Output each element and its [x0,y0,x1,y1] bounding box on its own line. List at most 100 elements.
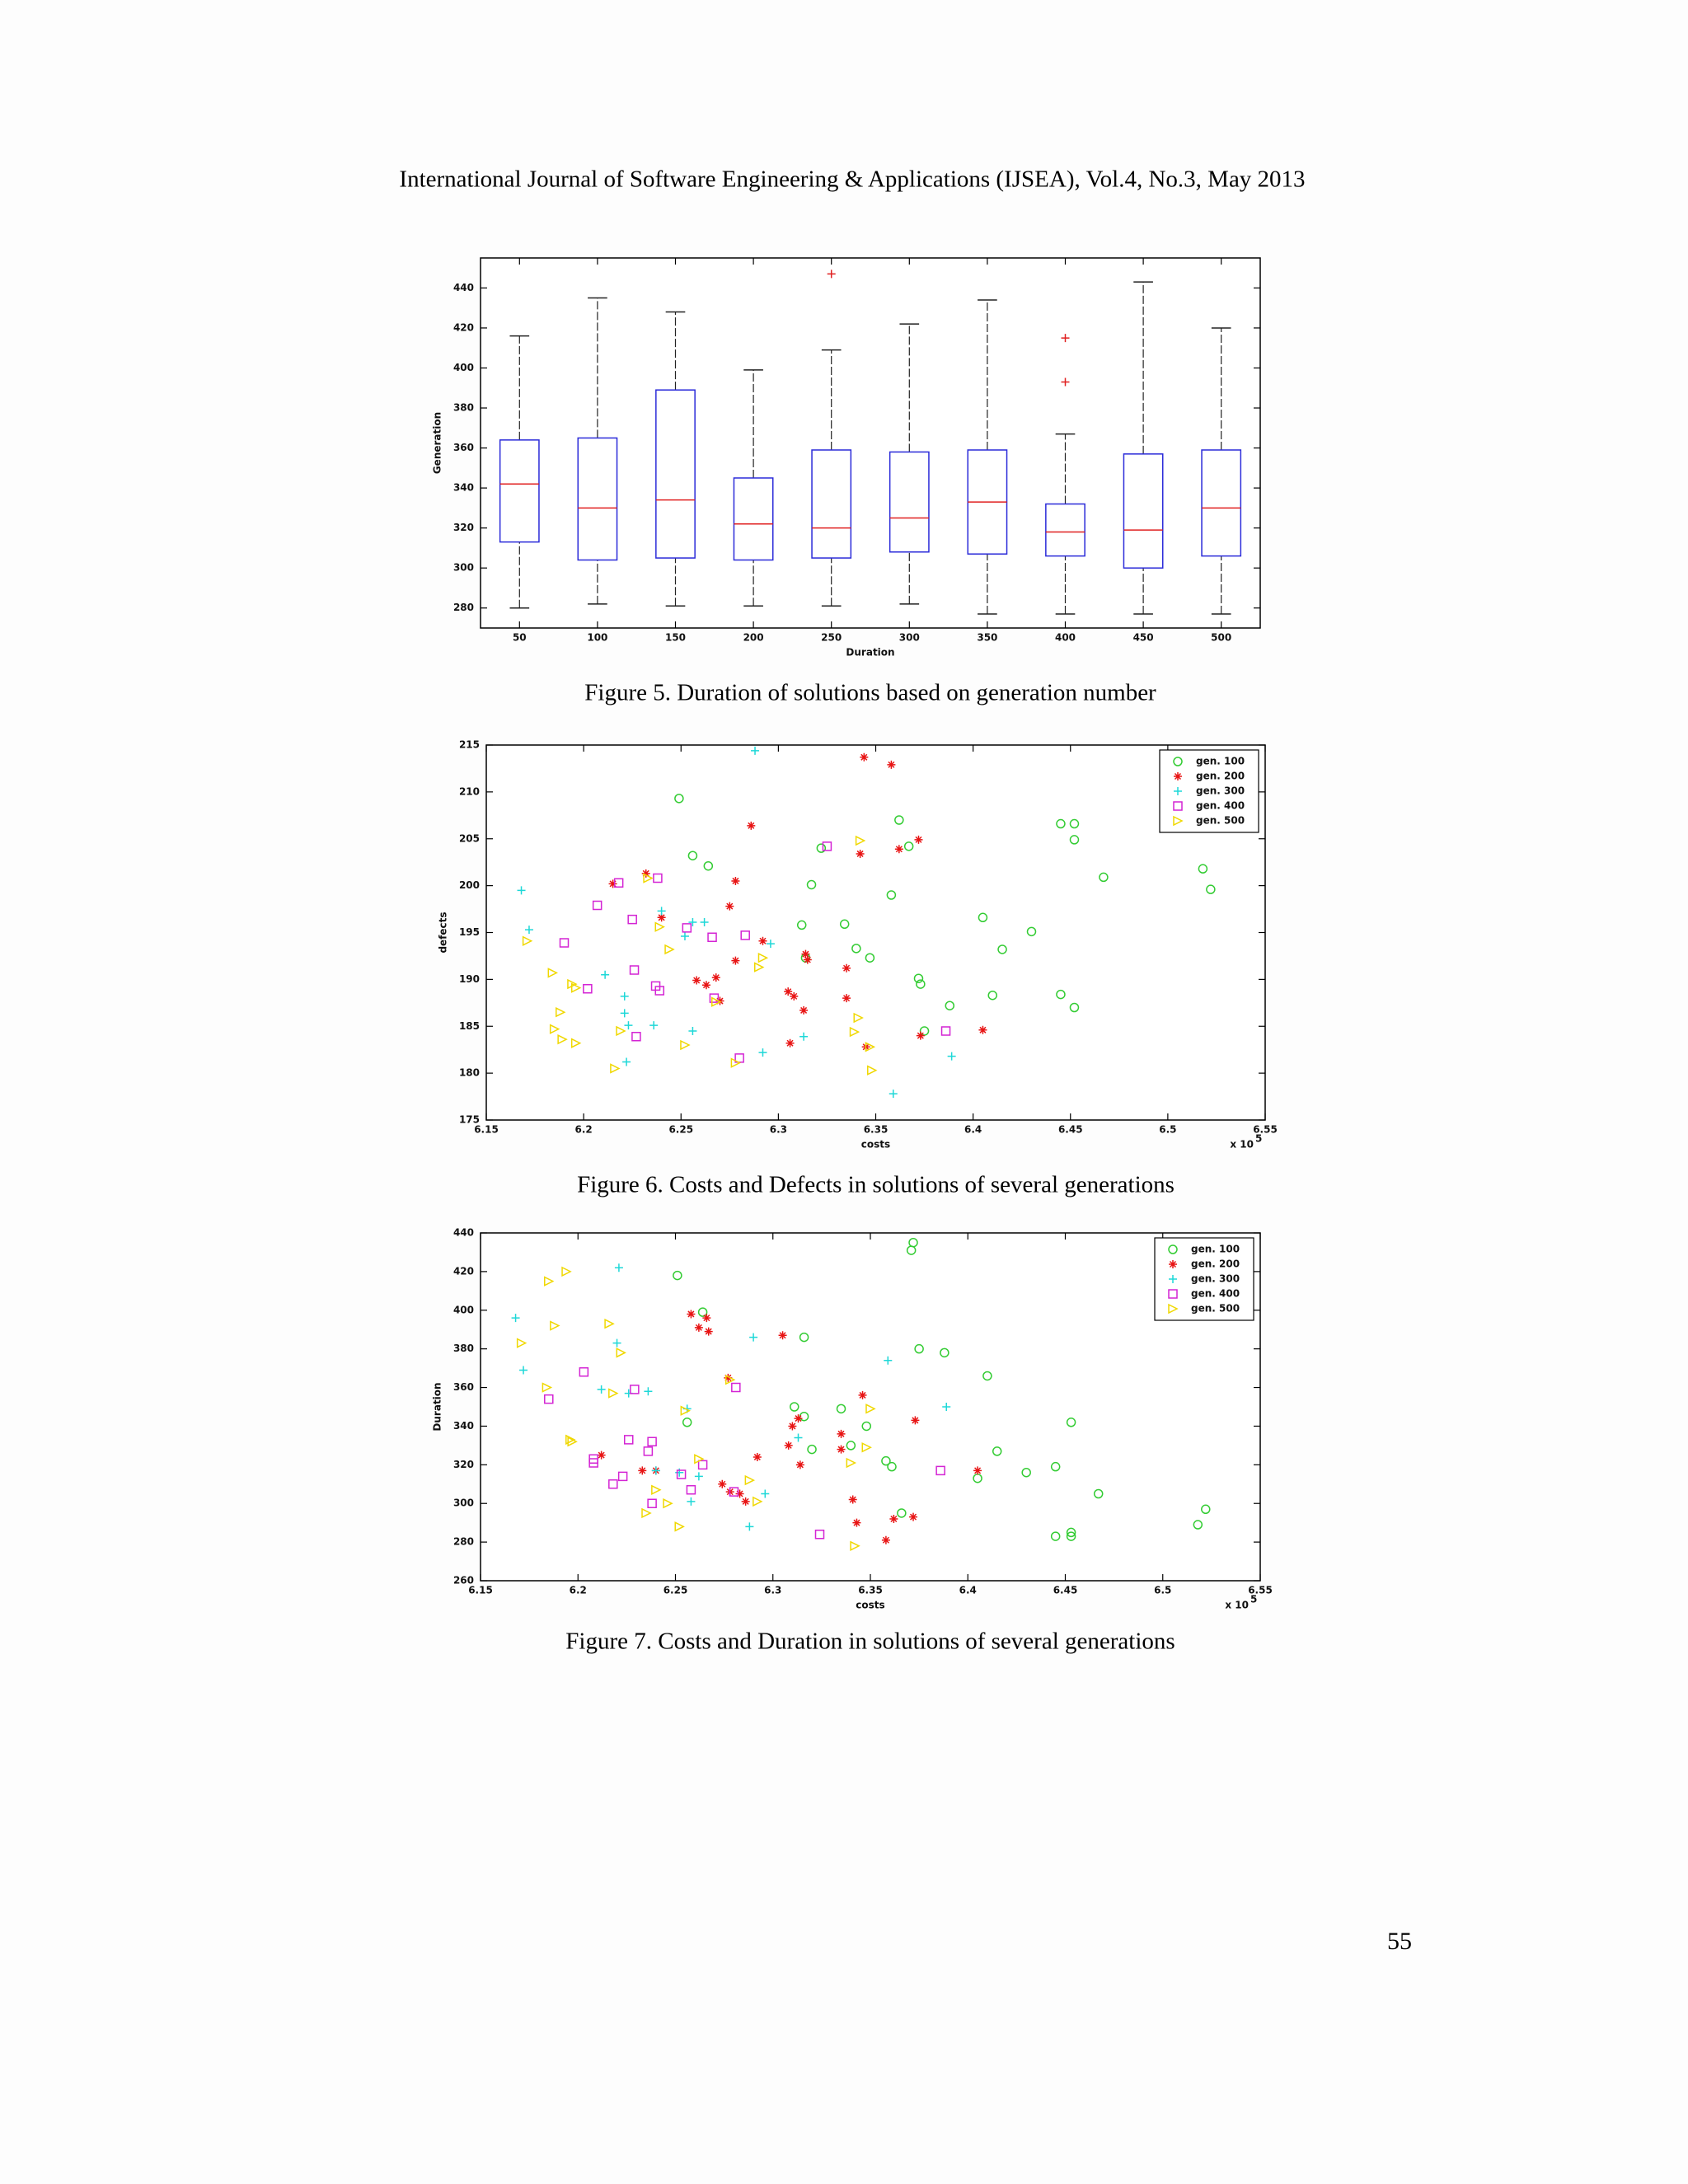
data-point [758,1048,767,1057]
running-header: International Journal of Software Engine… [399,166,1305,193]
legend-label: gen. 200 [1196,771,1245,782]
legend-marker [1168,1289,1178,1299]
data-point [697,1460,708,1470]
data-point [657,913,666,922]
axis-offset-exponent: 5 [1255,1133,1262,1145]
data-point [1026,926,1037,937]
data-point [517,886,526,895]
data-point [561,1266,572,1277]
data-point [524,926,533,935]
box [733,477,774,561]
data-point [682,1418,692,1427]
data-point [848,1495,857,1504]
data-point [676,1469,687,1479]
legend-marker [1173,815,1184,827]
y-axis-label: defects [438,912,449,953]
outlier [827,269,836,279]
data-point [853,1012,864,1024]
y-tick-label: 340 [453,1420,474,1432]
x-tick-label: 6.35 [858,1585,883,1596]
data-point [687,851,698,860]
data-point [643,873,654,883]
data-point [544,1394,554,1404]
data-point [627,914,637,925]
box [499,439,540,543]
data-point [911,1416,920,1425]
x-tick-label: 6.2 [570,1585,587,1596]
data-point [583,984,593,994]
data-point [749,1333,758,1342]
y-tick-label: 280 [453,1536,474,1548]
data-point [807,1444,817,1455]
data-point [688,1026,697,1035]
data-point [674,1521,685,1532]
data-point [790,991,799,1001]
data-point [945,1001,955,1010]
data-point [982,1371,992,1381]
data-point [604,1318,615,1329]
y-tick-label: 400 [453,1304,474,1315]
legend-label: gen. 200 [1191,1258,1240,1270]
y-tick-label: 300 [453,562,474,574]
data-point [622,1057,631,1066]
data-point [654,921,665,932]
data-point [856,849,865,858]
legend-label: gen. 100 [1196,756,1245,767]
x-tick-label: 450 [1133,632,1154,644]
data-point [1050,1461,1061,1472]
data-point [1021,1467,1031,1478]
data-point [651,1466,660,1475]
box [811,449,852,559]
legend-marker [1168,1244,1178,1254]
data-point [784,987,793,996]
data-point [753,1452,762,1461]
data-point [794,1414,803,1423]
y-tick-label: 420 [453,321,474,333]
data-point [725,902,734,911]
data-point [940,1347,950,1358]
data-point [616,1347,626,1358]
data-point [703,860,714,871]
legend-marker [1173,801,1183,811]
data-point [694,1454,705,1465]
data-point [731,1382,741,1393]
data-point [1206,884,1216,894]
data-point [881,1455,891,1466]
figure-caption: Figure 5. Duration of solutions based on… [584,680,1156,706]
data-point [914,1343,924,1354]
data-point [935,1465,945,1476]
legend-label: gen. 100 [1191,1244,1240,1255]
data-point [559,938,570,948]
y-tick-label: 380 [453,1343,474,1354]
box [577,437,618,561]
data-point [522,935,533,946]
data-point [1056,818,1066,829]
data-point [906,1245,917,1255]
data-point [610,1063,621,1074]
data-point [694,1323,703,1332]
box [1045,503,1085,557]
data-point [796,920,807,930]
data-point [1066,1418,1076,1427]
data-point [887,1461,897,1472]
data-point [687,1310,696,1319]
data-point [663,1498,673,1509]
data-point [753,1496,763,1507]
data-point [913,973,924,983]
data-point [647,1498,657,1508]
data-point [731,956,740,965]
outlier [1061,334,1070,343]
x-tick-label: 6.4 [964,1124,982,1136]
data-point [861,1421,872,1432]
data-point [837,1445,846,1454]
data-point [1056,989,1066,1000]
data-point [597,1451,606,1460]
y-tick-label: 340 [453,482,474,494]
data-point [909,1512,918,1521]
y-tick-label: 175 [459,1114,480,1126]
data-point [886,890,897,900]
data-point [542,1382,553,1393]
y-tick-label: 320 [453,1459,474,1470]
y-tick-label: 400 [453,362,474,373]
x-tick-label: 6.25 [668,1124,693,1136]
